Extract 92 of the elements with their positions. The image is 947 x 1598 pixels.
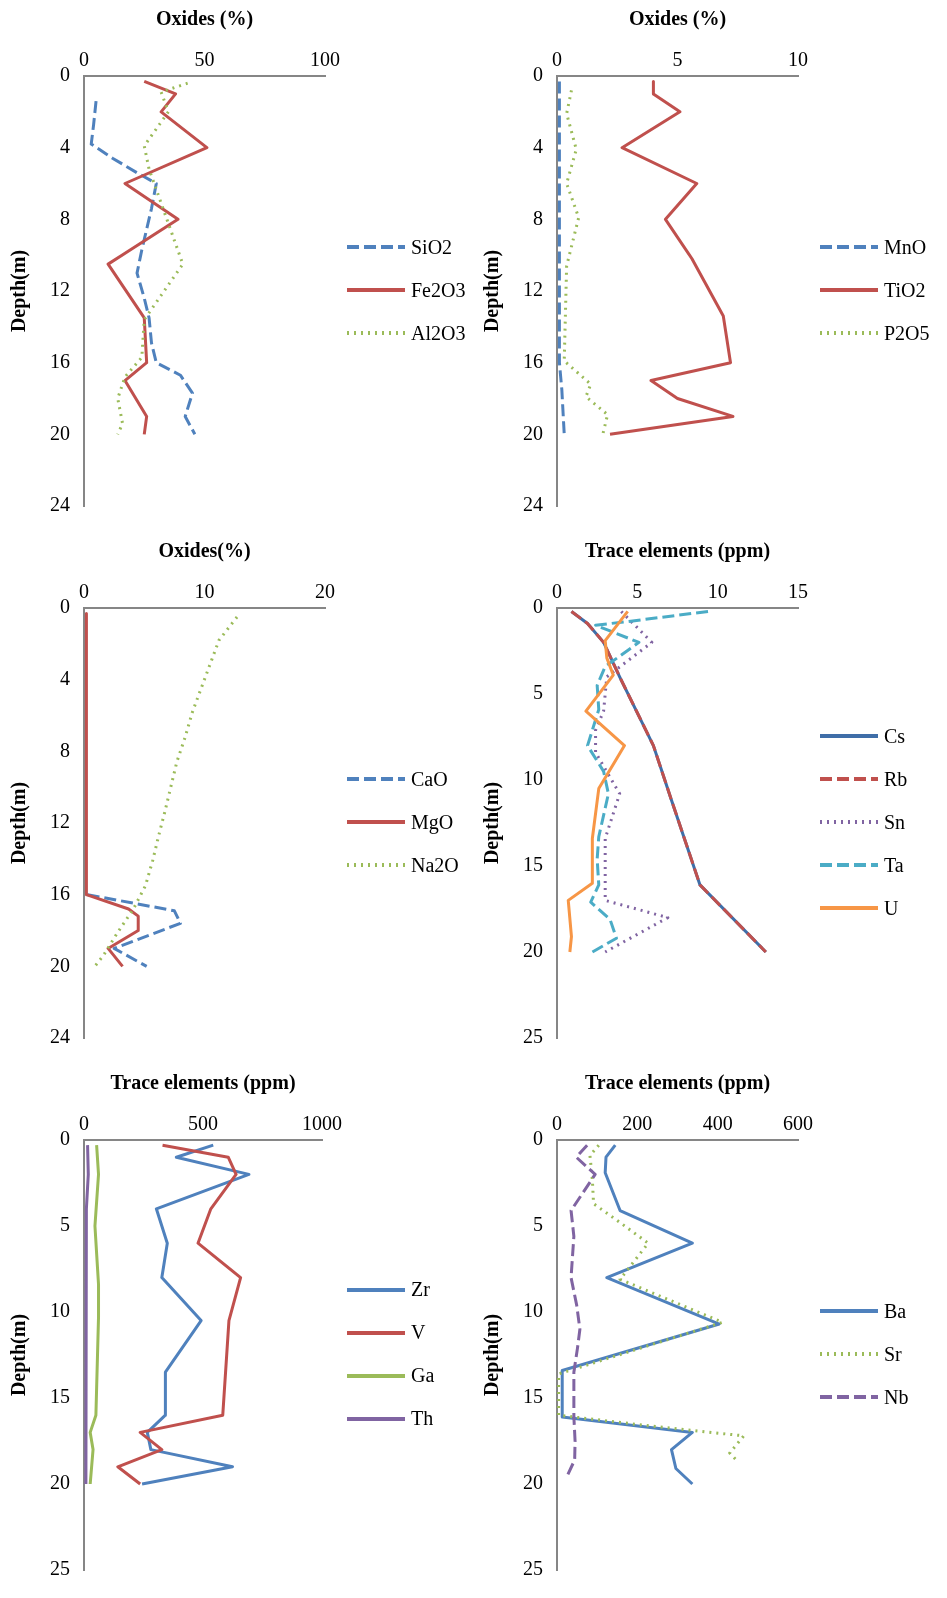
x-tick-label: 0: [552, 48, 562, 71]
x-tick-label: 1000: [302, 1112, 342, 1135]
legend-label: TiO2: [884, 278, 926, 302]
x-tick-label: 500: [188, 1112, 218, 1135]
y-tick-label: 24: [50, 1025, 70, 1048]
y-tick-label: 16: [50, 881, 70, 904]
legend-label: Sn: [884, 810, 906, 834]
y-tick-label: 0: [60, 595, 70, 618]
y-tick-label: 25: [523, 1025, 543, 1048]
legend-label: Ba: [884, 1299, 907, 1323]
y-tick-label: 20: [523, 1471, 543, 1494]
y-tick-label: 0: [60, 63, 70, 86]
y-tick-label: 4: [60, 134, 70, 157]
legend-label: Na2O: [411, 853, 459, 877]
y-tick-label: 10: [523, 1299, 543, 1322]
x-tick-label: 600: [783, 1112, 813, 1135]
x-tick-label: 100: [310, 48, 340, 71]
legend-label: V: [411, 1321, 426, 1344]
x-axis-title: Trace elements (ppm): [584, 539, 771, 563]
legend-label: Nb: [884, 1385, 909, 1409]
y-tick-label: 4: [533, 134, 543, 157]
legend-label: Zr: [411, 1278, 430, 1301]
y-tick-label: 20: [523, 421, 543, 444]
x-tick-label: 400: [702, 1112, 733, 1135]
legend-label: Al2O3: [411, 321, 466, 345]
legend-label: MgO: [411, 810, 454, 834]
y-tick-label: 12: [50, 810, 70, 833]
y-axis-title: Depth(m): [7, 781, 31, 865]
y-tick-label: 5: [533, 681, 543, 704]
y-tick-label: 12: [50, 278, 70, 301]
x-tick-label: 10: [788, 48, 808, 71]
x-tick-label: 0: [79, 580, 89, 603]
x-tick-label: 15: [788, 580, 808, 603]
y-tick-label: 20: [50, 1471, 70, 1494]
x-tick-label: 50: [194, 48, 215, 71]
x-tick-label: 0: [79, 1112, 89, 1135]
y-tick-label: 25: [523, 1557, 543, 1580]
y-axis-title: Depth(m): [480, 781, 504, 865]
legend-label: Ga: [411, 1364, 435, 1387]
x-tick-label: 5: [632, 580, 643, 603]
y-tick-label: 16: [523, 349, 543, 372]
y-tick-label: 0: [533, 595, 543, 618]
y-tick-label: 20: [50, 953, 70, 976]
legend-label: Sr: [884, 1342, 902, 1366]
x-tick-label: 10: [707, 580, 728, 603]
y-tick-label: 8: [60, 738, 70, 761]
x-tick-label: 200: [622, 1112, 653, 1135]
y-axis-title: Depth(m): [7, 249, 31, 333]
legend-label: P2O5: [884, 321, 930, 345]
legend-label: Ta: [884, 853, 904, 877]
y-tick-label: 24: [523, 493, 543, 516]
y-tick-label: 15: [523, 853, 543, 876]
y-tick-label: 0: [60, 1127, 70, 1150]
y-tick-label: 10: [523, 767, 543, 790]
x-axis-title: Oxides(%): [158, 539, 251, 563]
x-tick-label: 20: [315, 580, 335, 603]
y-tick-label: 12: [523, 278, 543, 301]
legend-label: SiO2: [411, 235, 453, 259]
legend-label: Rb: [884, 767, 908, 791]
legend-label: Fe2O3: [411, 278, 466, 302]
y-tick-label: 25: [50, 1557, 70, 1580]
legend-label: Th: [411, 1407, 434, 1430]
legend-label: Cs: [884, 724, 906, 748]
y-tick-label: 5: [60, 1213, 70, 1236]
x-tick-label: 0: [79, 48, 89, 71]
x-axis-title: Trace elements (ppm): [584, 1071, 771, 1095]
x-axis-title: Trace elements (ppm): [110, 1071, 296, 1095]
legend-label: U: [884, 896, 899, 920]
y-tick-label: 16: [50, 349, 70, 372]
y-axis-title: Depth(m): [480, 1313, 504, 1397]
x-tick-label: 0: [552, 580, 562, 603]
x-axis-title: Oxides (%): [155, 7, 254, 31]
y-axis-title: Depth(m): [7, 1313, 31, 1397]
y-tick-label: 0: [533, 63, 543, 86]
y-tick-label: 20: [523, 939, 543, 962]
y-tick-label: 15: [523, 1385, 543, 1408]
y-tick-label: 4: [60, 666, 70, 689]
y-tick-label: 5: [533, 1213, 543, 1236]
y-axis-title: Depth(m): [480, 249, 504, 333]
x-axis-title: Oxides (%): [628, 7, 727, 31]
y-tick-label: 20: [50, 421, 70, 444]
y-tick-label: 15: [50, 1385, 70, 1408]
y-tick-label: 8: [60, 206, 70, 229]
y-tick-label: 8: [533, 206, 543, 229]
y-tick-label: 24: [50, 493, 70, 516]
y-tick-label: 10: [50, 1299, 70, 1322]
legend-label: CaO: [411, 767, 448, 791]
y-tick-label: 0: [533, 1127, 543, 1150]
x-tick-label: 10: [194, 580, 215, 603]
legend-label: MnO: [884, 235, 927, 259]
x-tick-label: 0: [552, 1112, 562, 1135]
x-tick-label: 5: [672, 48, 683, 71]
